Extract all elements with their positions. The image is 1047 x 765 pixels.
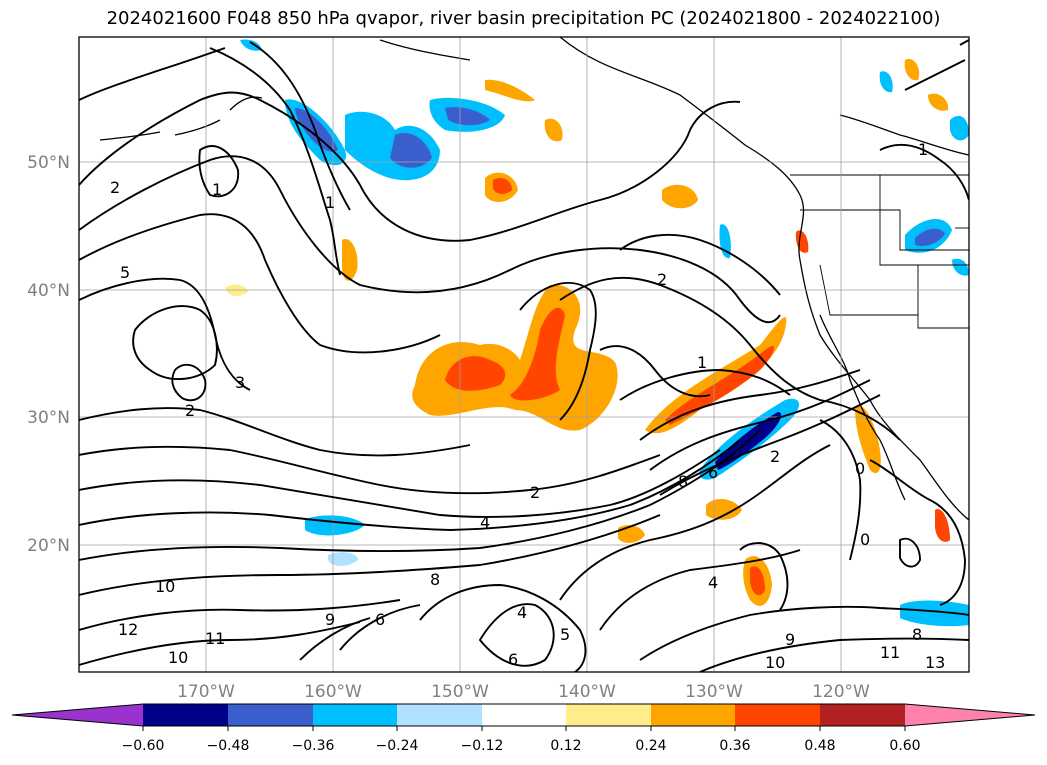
plot-title: 2024021600 F048 850 hPa qvapor, river ba… — [106, 8, 941, 29]
lon-label-120w: 120°W — [812, 682, 870, 702]
positive-anomaly-small3 — [342, 239, 358, 281]
negative-anomaly-north3-core — [445, 107, 490, 126]
colorbar-bin-4 — [397, 704, 482, 726]
contour-label: 12 — [118, 620, 138, 639]
contour-label: 1 — [697, 353, 707, 372]
positive-anomaly-small6 — [618, 525, 645, 543]
contour-label: 2 — [657, 270, 667, 289]
contour-labels: 2 1 5 3 2 1 2 1 8 6 4 2 10 12 11 10 9 8 … — [110, 140, 945, 672]
colorbar-tick-label: −0.60 — [122, 738, 165, 754]
positive-anomaly-small8 — [928, 93, 949, 111]
colorbar-tick-label: −0.36 — [292, 738, 335, 754]
negative-anomaly-north2-core — [390, 132, 432, 168]
colorbar-extend-high — [905, 704, 1035, 726]
contour-label: 2 — [185, 401, 195, 420]
contour-label: 8 — [912, 625, 922, 644]
colorbar-bin-5 — [482, 704, 566, 726]
negative-anomaly-small3 — [879, 71, 893, 93]
negative-anomaly-east-core — [915, 228, 945, 246]
contour-label: 2 — [530, 483, 540, 502]
contour-label: 1 — [212, 180, 222, 199]
negative-anomaly-east2 — [950, 115, 969, 141]
contour-label: 0 — [860, 530, 870, 549]
positive-anomaly-small1-core — [493, 178, 512, 194]
colorbar-tick-label: −0.24 — [376, 738, 419, 754]
contour-label: 5 — [560, 625, 570, 644]
longitude-labels: 170°W 160°W 150°W 140°W 130°W 120°W — [177, 682, 870, 702]
colorbar-tick-marks — [142, 726, 906, 731]
contour-label: 2 — [110, 178, 120, 197]
positive-anomaly-east2 — [935, 509, 950, 542]
colorbar-bin-3 — [313, 704, 397, 726]
positive-anomaly-south-core — [750, 566, 765, 596]
colorbar-bin-7 — [651, 704, 735, 726]
colorbar: −0.60 −0.48 −0.36 −0.24 −0.12 0.12 0.24 … — [11, 703, 1036, 754]
positive-anomaly-central-core2 — [510, 307, 565, 401]
positive-anomaly-small4 — [544, 118, 563, 142]
positive-anomaly-small7 — [904, 59, 920, 81]
colorbar-bin-1 — [143, 704, 228, 726]
contour-label: 10 — [168, 648, 188, 667]
lat-label-30n: 30°N — [27, 408, 70, 428]
colorbar-bin-2 — [228, 704, 313, 726]
contour-label: 10 — [765, 653, 785, 672]
colorbar-tick-label: 0.24 — [635, 738, 666, 754]
contour-label: 1 — [918, 140, 928, 159]
lon-label-140w: 140°W — [558, 682, 616, 702]
colorbar-bin-6 — [566, 704, 651, 726]
contour-label: 9 — [785, 630, 795, 649]
colorbar-extend-low — [12, 704, 143, 726]
contour-label: 6 — [375, 610, 385, 629]
positive-anomaly-central — [412, 284, 618, 431]
lon-label-160w: 160°W — [304, 682, 362, 702]
qvapor-contours — [79, 39, 969, 672]
contour-label: 4 — [708, 573, 718, 592]
latitude-labels: 50°N 40°N 30°N 20°N — [27, 153, 70, 556]
lat-label-20n: 20°N — [27, 536, 70, 556]
colorbar-tick-label: 0.60 — [889, 738, 920, 754]
lon-label-170w: 170°W — [177, 682, 235, 702]
contour-label: 6 — [708, 463, 718, 482]
contour-label: 8 — [430, 570, 440, 589]
contour-label: 4 — [480, 513, 490, 532]
negative-anomaly-small4 — [952, 258, 969, 276]
contour-label: 11 — [205, 629, 225, 648]
colorbar-tick-label: −0.48 — [207, 738, 250, 754]
colorbar-tick-label: 0.12 — [550, 738, 581, 754]
negative-anomaly-north-core — [295, 108, 338, 152]
contour-label: 0 — [855, 459, 865, 478]
contour-label: 2 — [770, 447, 780, 466]
colorbar-tick-label: 0.48 — [804, 738, 835, 754]
lon-label-150w: 150°W — [431, 682, 489, 702]
contour-label: 13 — [925, 653, 945, 672]
negative-anomaly-southeast — [900, 600, 969, 627]
contour-label: 8 — [678, 472, 688, 491]
political-borders — [790, 174, 969, 329]
contour-label: 6 — [508, 650, 518, 669]
contour-label: 1 — [325, 193, 335, 212]
contour-label: 11 — [880, 643, 900, 662]
contour-label: 9 — [325, 610, 335, 629]
contour-label: 3 — [235, 373, 245, 392]
positive-anomaly-small2 — [662, 184, 698, 209]
positive-anomaly-north — [485, 79, 535, 102]
contour-label: 5 — [120, 263, 130, 282]
negative-anomaly-small5 — [240, 39, 262, 51]
positive-anomaly-small5 — [706, 498, 742, 520]
colorbar-tick-label: 0.36 — [719, 738, 750, 754]
lat-label-40n: 40°N — [27, 281, 70, 301]
positive-anomaly-band-core — [665, 345, 775, 425]
colorbar-bin-9 — [820, 704, 905, 726]
positive-anomaly-band — [645, 317, 787, 434]
colorbar-bin-8 — [735, 704, 820, 726]
lon-label-130w: 130°W — [685, 682, 743, 702]
colorbar-tick-label: −0.12 — [461, 738, 504, 754]
contour-label: 10 — [155, 577, 175, 596]
contour-label: 4 — [517, 603, 527, 622]
lat-label-50n: 50°N — [27, 153, 70, 173]
negative-anomaly-small2 — [328, 552, 358, 566]
map-frame — [78, 36, 970, 673]
positive-anomaly-east — [855, 405, 881, 474]
